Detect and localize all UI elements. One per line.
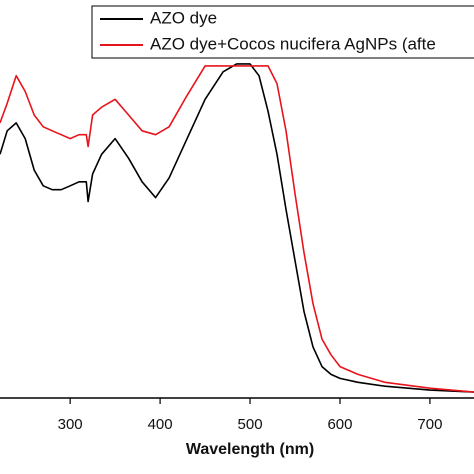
legend-label: AZO dye — [150, 8, 217, 27]
x-tick-label: 600 — [327, 416, 352, 433]
data-line — [0, 63, 474, 393]
legend-box — [91, 5, 474, 59]
x-tick-label: 400 — [148, 416, 173, 433]
x-tick-label: 300 — [58, 416, 83, 433]
x-tick-label: 500 — [238, 416, 263, 433]
x-axis-title: Wavelength (nm) — [186, 441, 314, 458]
legend-label: AZO dye+Cocos nucifera AgNPs (afte — [150, 34, 436, 53]
data-line — [0, 65, 474, 393]
x-tick-label: 700 — [417, 416, 442, 433]
